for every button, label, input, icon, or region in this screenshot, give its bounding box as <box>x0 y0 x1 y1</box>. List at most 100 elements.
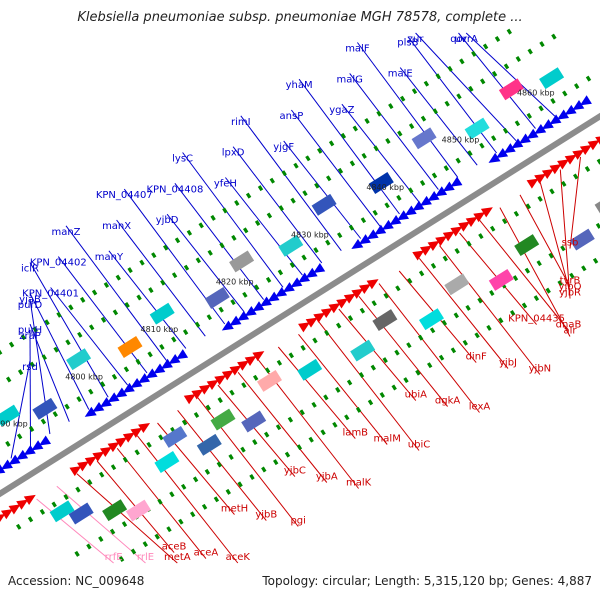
gene-label-ubic[interactable]: ubiC <box>408 440 430 451</box>
leader-line <box>399 67 478 166</box>
leader-line <box>232 146 323 264</box>
gene-label-zrap[interactable]: zraP <box>19 331 41 342</box>
tick-mark <box>300 344 306 351</box>
tick-mark <box>311 401 317 408</box>
gene-label-yjbq[interactable]: yjbQ <box>559 282 582 293</box>
gene-label-kpn-04408[interactable]: KPN_04408 <box>146 184 203 195</box>
gene-label-rrle[interactable]: rrlE <box>137 552 154 563</box>
tick-mark <box>501 218 508 225</box>
gene-label-pgi[interactable]: pgi <box>290 516 305 527</box>
gene-label-meta[interactable]: metA <box>164 552 191 563</box>
feature-block <box>49 500 75 523</box>
gene-label-plsb[interactable]: plsB <box>397 38 418 49</box>
leader-line <box>338 308 417 401</box>
gene-label-lpxd[interactable]: lpxD <box>222 148 245 159</box>
leader-line <box>237 371 328 483</box>
tick-mark <box>281 170 287 177</box>
gene-label-dnab[interactable]: dnaB <box>556 320 582 331</box>
gene-label-kpn-04401[interactable]: KPN_04401 <box>22 289 79 300</box>
feature-block <box>149 302 175 325</box>
gene-label-acea[interactable]: aceA <box>194 548 219 559</box>
gene-label-purh[interactable]: purH <box>18 325 42 336</box>
tick-mark <box>181 483 187 490</box>
tick-mark <box>335 386 341 393</box>
forward-gene-arrow <box>99 446 112 457</box>
tick-mark <box>135 358 141 365</box>
tick-mark <box>142 541 148 548</box>
gene-label-ubia[interactable]: ubiA <box>405 390 427 401</box>
tick-mark <box>491 135 497 142</box>
gene-label-lamb[interactable]: lamB <box>343 428 369 439</box>
gene-label-meth[interactable]: metH <box>221 504 248 515</box>
gene-label-aceb[interactable]: aceB <box>162 542 187 553</box>
gene-label-malm[interactable]: malM <box>374 434 401 445</box>
forward-gene-arrow <box>16 499 29 510</box>
tick-mark <box>16 523 22 530</box>
forward-gene-arrow <box>564 154 577 165</box>
tick-mark <box>289 262 295 268</box>
gene-label-male[interactable]: malE <box>388 69 413 80</box>
gene-label-kpn-04407[interactable]: KPN_04407 <box>96 190 153 201</box>
gene-label-manx[interactable]: manX <box>102 221 131 232</box>
gene-label-alr[interactable]: alr <box>563 326 577 337</box>
tick-mark <box>75 486 81 493</box>
gene-label-yfeh[interactable]: yfeH <box>214 179 237 190</box>
tick-mark <box>324 330 330 336</box>
gene-label-lysc[interactable]: lysC <box>172 154 193 165</box>
gene-label-rimi[interactable]: rimI <box>231 117 251 128</box>
gene-label-malk[interactable]: malK <box>346 478 372 489</box>
tick-mark <box>288 352 294 359</box>
gene-label-rrfe[interactable]: rrfE <box>105 552 123 563</box>
gene-label-ansp[interactable]: ansP <box>280 111 304 122</box>
gene-label-ygaz[interactable]: ygaZ <box>329 105 354 116</box>
gene-label-yjbj[interactable]: yjbJ <box>499 358 517 369</box>
gene-label-tyrb[interactable]: tyrB <box>560 276 581 287</box>
gene-label-uvra[interactable]: uvrA <box>455 34 478 45</box>
leader-line <box>539 182 571 293</box>
gene-label-rsd[interactable]: rsd <box>22 362 38 373</box>
gene-label-qor[interactable]: qor <box>450 34 467 45</box>
reverse-gene-arrow <box>176 349 189 360</box>
gene-label-acek[interactable]: aceK <box>226 552 251 563</box>
gene-label-lexa[interactable]: lexA <box>469 402 491 413</box>
gene-label-yham[interactable]: yhaM <box>286 80 313 91</box>
tick-mark <box>160 279 166 286</box>
reverse-gene-arrow <box>267 291 280 302</box>
gene-label-kpn-04435[interactable]: KPN_04435 <box>508 314 565 325</box>
gene-label-yjab[interactable]: yjaB <box>19 294 41 305</box>
gene-label-manz[interactable]: manZ <box>51 227 80 238</box>
gene-label-purd[interactable]: purD <box>18 300 43 311</box>
gene-label-yjba[interactable]: yjbA <box>316 472 338 483</box>
gene-label-yjgf[interactable]: yjgF <box>273 142 294 153</box>
tick-mark <box>245 192 252 199</box>
reverse-gene-arrow <box>259 296 272 307</box>
gene-label-kpn-04402[interactable]: KPN_04402 <box>30 258 87 269</box>
gene-label-yjbr[interactable]: yjbR <box>559 288 581 299</box>
tick-mark <box>344 414 350 421</box>
forward-gene-arrow <box>358 283 371 295</box>
gene-label-dgka[interactable]: dgkA <box>435 396 460 407</box>
gene-label-many[interactable]: manY <box>95 252 124 263</box>
tick-mark <box>533 295 540 302</box>
tick-mark <box>136 294 142 301</box>
leader-line <box>298 78 400 215</box>
gene-label-malg[interactable]: malG <box>336 74 362 85</box>
gene-label-yjbd[interactable]: yjbD <box>156 215 179 226</box>
tick-mark <box>538 105 544 112</box>
tick-mark <box>325 239 331 246</box>
tick-mark <box>287 416 294 423</box>
gene-label-ssb[interactable]: ssb <box>562 238 579 249</box>
forward-gene-arrow <box>206 379 219 390</box>
tick-mark <box>411 88 418 95</box>
gene-label-yjbc[interactable]: yjbC <box>284 466 306 477</box>
tick-mark <box>562 90 568 97</box>
gene-label-yjbb[interactable]: yjbB <box>255 510 277 521</box>
gene-label-dinf[interactable]: dinF <box>466 352 487 363</box>
gene-label-yjbn[interactable]: yjbN <box>529 364 552 375</box>
reverse-gene-arrow <box>503 143 516 154</box>
gene-label-iclr[interactable]: iclR <box>21 264 39 275</box>
tick-mark <box>40 418 47 425</box>
gene-label-malf[interactable]: malF <box>345 44 370 55</box>
gene-label-zur[interactable]: zur <box>408 34 425 45</box>
